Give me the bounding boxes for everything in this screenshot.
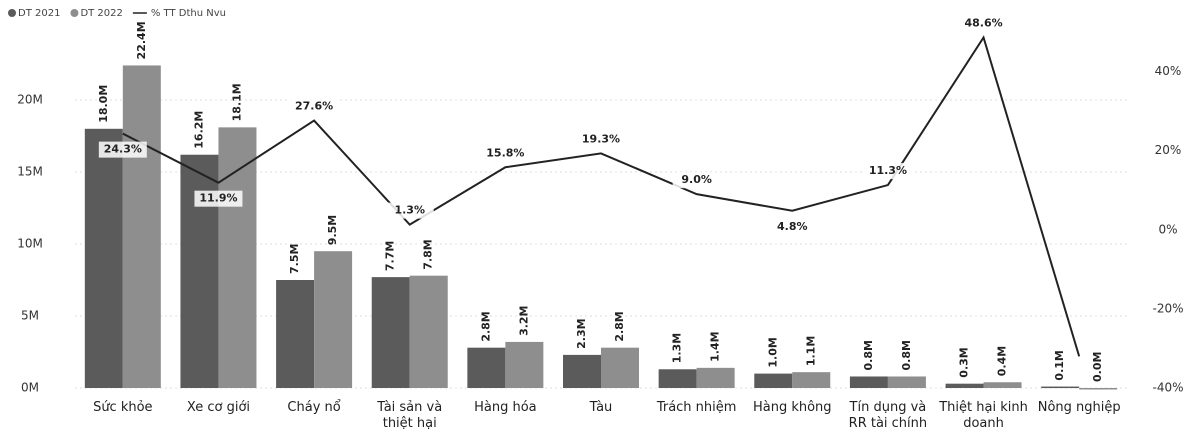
x-tick-label: Hàng không <box>752 400 832 415</box>
data-label: 4.8% <box>777 220 808 233</box>
data-label: 11.9% <box>199 192 237 205</box>
x-tick-label: Xe cơ giới <box>186 400 251 415</box>
data-label: 7.5M <box>288 244 301 274</box>
bar <box>84 128 123 389</box>
label-bg <box>959 15 1008 32</box>
legend-label: % TT Dthu Nvu <box>151 8 226 19</box>
data-label: 0.0M <box>1091 352 1104 382</box>
bar <box>122 65 161 388</box>
x-tick-label: Cháy nổ <box>287 400 341 415</box>
y-tick-label: 5M <box>21 309 39 323</box>
data-label: 0.3M <box>958 347 971 377</box>
bar <box>601 347 639 388</box>
label-bg <box>768 218 817 235</box>
data-label: 1.4M <box>709 331 722 361</box>
data-label: 11.3% <box>869 164 907 177</box>
bar <box>276 280 315 388</box>
y-tick-label: 20M <box>17 93 43 107</box>
data-label: 15.8% <box>486 146 524 159</box>
data-label: 0.8M <box>862 340 875 370</box>
bar <box>1041 386 1080 389</box>
data-label: 24.3% <box>104 143 142 156</box>
legend-swatch <box>70 9 79 17</box>
legend-swatch <box>8 9 16 17</box>
bar <box>180 154 219 388</box>
label-bg <box>290 98 339 115</box>
y2-tick-label: -40% <box>1152 381 1183 395</box>
label-bg <box>672 172 721 189</box>
data-label: 9.0% <box>681 173 712 186</box>
data-label: 2.8M <box>613 311 626 341</box>
x-tick-label: Hàng hóa <box>474 400 537 415</box>
label-bg <box>194 190 243 207</box>
data-label: 16.2M <box>192 111 205 149</box>
data-label: 2.8M <box>479 311 492 341</box>
bar <box>754 373 793 388</box>
label-bg <box>385 202 434 219</box>
y-tick-label: 15M <box>17 165 43 179</box>
legend-label: DT 2021 <box>18 8 60 19</box>
bar <box>505 341 544 388</box>
bar <box>849 376 888 388</box>
data-label: 22.4M <box>135 21 148 59</box>
x-tick-label: Thiệt hại kinh doanh <box>939 400 1028 431</box>
x-tick-label: Sức khỏe <box>93 400 153 415</box>
data-label: 1.3M <box>671 333 684 363</box>
data-label: 1.0M <box>766 337 779 367</box>
data-label: 18.1M <box>230 83 243 121</box>
bar <box>409 275 448 388</box>
bar <box>887 376 926 388</box>
bar <box>696 367 735 388</box>
data-label: 18.0M <box>97 85 110 123</box>
legend-label: DT 2022 <box>80 8 122 19</box>
y2-tick-label: 0% <box>1158 222 1177 236</box>
bar <box>792 372 831 388</box>
y-tick-label: 0M <box>21 381 39 395</box>
data-label: 19.3% <box>582 132 620 145</box>
data-label: 7.8M <box>422 239 435 269</box>
x-tick-label: Tài sản và thiệt hại <box>377 400 443 431</box>
x-tick-label: Tàu <box>589 400 613 415</box>
label-bg <box>863 163 912 180</box>
bar <box>218 127 257 389</box>
data-label: 48.6% <box>964 16 1002 29</box>
bar <box>658 369 697 388</box>
y-tick-label: 10M <box>17 237 43 251</box>
data-label: 1.1M <box>804 336 817 366</box>
label-bg <box>577 131 625 148</box>
y2-tick-label: -20% <box>1152 301 1183 315</box>
x-tick-label: Trách nhiệm <box>656 400 737 415</box>
data-label: 0.4M <box>996 346 1009 376</box>
bar <box>1079 388 1118 390</box>
data-label: 2.3M <box>575 318 588 348</box>
bar <box>983 382 1022 388</box>
bar <box>314 251 353 388</box>
y2-tick-label: 40% <box>1155 64 1182 78</box>
bar <box>371 277 410 388</box>
data-label: 9.5M <box>326 215 339 245</box>
bar <box>563 354 601 388</box>
y2-tick-label: 20% <box>1155 143 1182 157</box>
x-tick-label: Tín dụng và RR tài chính <box>848 400 928 431</box>
bar <box>467 347 506 388</box>
label-bg <box>98 141 147 158</box>
data-label: 27.6% <box>295 100 333 113</box>
data-label: 3.2M <box>517 305 530 335</box>
bar <box>945 383 984 388</box>
label-bg <box>481 145 530 162</box>
data-label: 1.3% <box>394 204 425 217</box>
data-label: 0.1M <box>1053 350 1066 380</box>
data-label: 7.7M <box>384 241 397 271</box>
line <box>122 35 1081 357</box>
data-label: 0.8M <box>900 340 913 370</box>
x-tick-label: Nông nghiệp <box>1037 400 1121 415</box>
